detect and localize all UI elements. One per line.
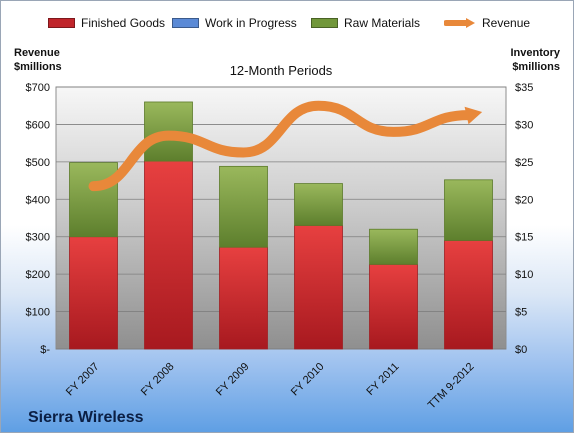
legend-swatch-raw-materials bbox=[311, 18, 338, 28]
x-axis-label: FY 2011 bbox=[364, 361, 401, 398]
x-axis-label: TTM 9-2012 bbox=[426, 361, 477, 412]
left-tick-label: $400 bbox=[26, 194, 50, 206]
company-label: Sierra Wireless bbox=[28, 409, 144, 426]
right-tick-label: $15 bbox=[515, 232, 533, 244]
raw-materials-bar bbox=[294, 183, 343, 226]
legend-revenue-arrow bbox=[444, 18, 475, 28]
left-tick-label: $300 bbox=[26, 232, 50, 244]
x-axis-label: FY 2010 bbox=[289, 361, 327, 399]
x-axis-label: FY 2009 bbox=[214, 361, 252, 399]
legend: Finished Goods Work in Progress Raw Mate… bbox=[1, 13, 573, 33]
x-axis-label: FY 2008 bbox=[139, 361, 177, 399]
right-tick-label: $5 bbox=[515, 307, 527, 319]
legend-label-revenue: Revenue bbox=[482, 16, 531, 30]
raw-materials-bar bbox=[219, 165, 268, 248]
raw-materials-bar bbox=[369, 228, 418, 265]
raw-materials-bar bbox=[444, 179, 493, 241]
grid-lines bbox=[56, 86, 506, 350]
revenue-line-layer bbox=[88, 100, 483, 192]
revenue-arrowhead bbox=[464, 106, 483, 125]
finished-goods-bar bbox=[69, 236, 118, 350]
legend-label-finished-goods: Finished Goods bbox=[81, 16, 166, 30]
right-tick-label: $35 bbox=[515, 82, 533, 94]
x-axis-labels: FY 2007 FY 2008 FY 2009 FY 2010 FY 2011 TTM 9… bbox=[64, 361, 477, 412]
legend-item-raw-materials: Raw Materials bbox=[311, 13, 420, 33]
legend-item-revenue: Revenue bbox=[444, 13, 530, 33]
right-tick-label: $30 bbox=[515, 119, 533, 131]
left-tick-label: $600 bbox=[26, 119, 50, 131]
left-axis-title: Revenue $millions bbox=[14, 47, 62, 73]
legend-item-work-in-progress: Work in Progress bbox=[172, 13, 297, 33]
finished-goods-bar bbox=[144, 160, 193, 350]
finished-goods-bar bbox=[369, 264, 418, 350]
x-axis-label: FY 2007 bbox=[64, 361, 102, 399]
right-axis-title: Inventory $millions bbox=[510, 47, 560, 73]
left-tick-label: $200 bbox=[26, 269, 50, 281]
right-tick-label: $25 bbox=[515, 157, 533, 169]
legend-swatch-finished-goods bbox=[48, 18, 75, 28]
right-tick-label: $20 bbox=[515, 194, 533, 206]
right-tick-label: $0 bbox=[515, 344, 527, 356]
left-tick-label: $700 bbox=[26, 82, 50, 94]
legend-item-finished-goods: Finished Goods bbox=[48, 13, 165, 33]
left-axis-ticks: $- $100 $200 $300 $400 $500 $600 $700 bbox=[26, 82, 51, 356]
raw-materials-bar bbox=[69, 162, 118, 238]
right-axis-ticks: $0 $5 $10 $15 $20 $25 $30 $35 bbox=[515, 82, 533, 356]
finished-goods-bar bbox=[294, 225, 343, 350]
right-tick-label: $10 bbox=[515, 269, 533, 281]
plot-title: 12-Month Periods bbox=[230, 63, 333, 78]
legend-label-raw-materials: Raw Materials bbox=[344, 16, 421, 30]
left-tick-label: $500 bbox=[26, 157, 50, 169]
revenue-line bbox=[88, 100, 474, 192]
finished-goods-bar bbox=[444, 240, 493, 350]
left-tick-label: $- bbox=[40, 344, 50, 356]
left-tick-label: $100 bbox=[26, 307, 50, 319]
legend-label-work-in-progress: Work in Progress bbox=[205, 16, 297, 30]
bars bbox=[69, 101, 493, 350]
finished-goods-bar bbox=[219, 246, 268, 350]
legend-swatch-work-in-progress bbox=[172, 18, 199, 28]
